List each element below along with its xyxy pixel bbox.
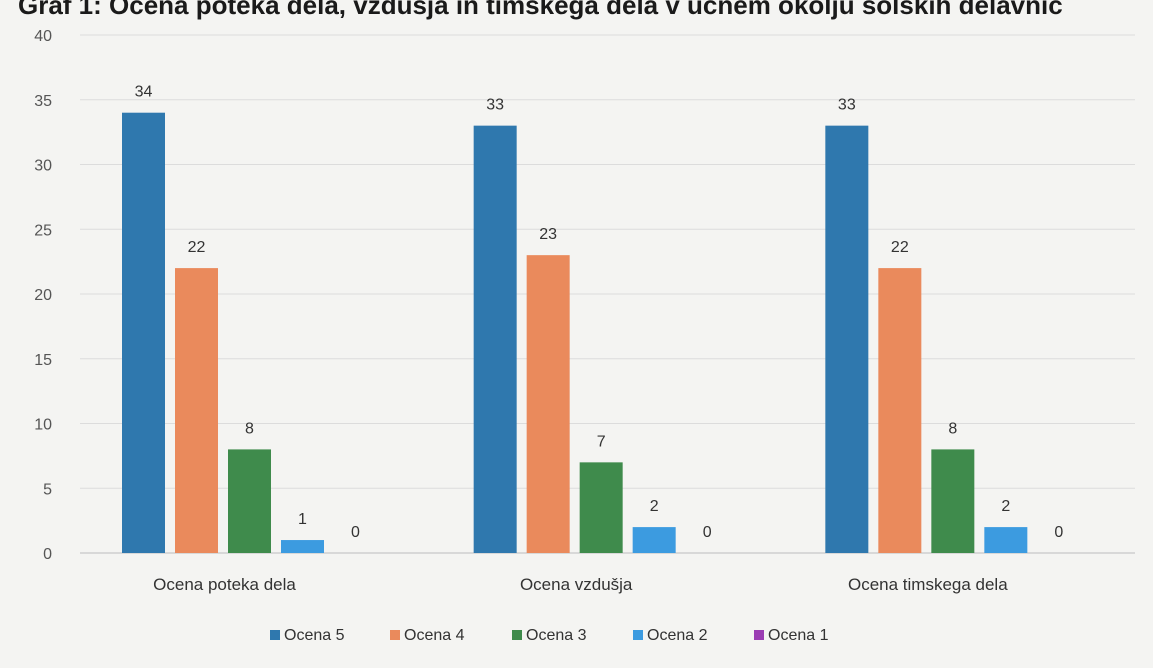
y-tick-label-25: 25: [34, 222, 52, 239]
x-category-label: Ocena timskega dela: [848, 575, 1008, 594]
bar-3-ocena-2: [984, 527, 1028, 553]
legend-swatch-ocena-3: [512, 630, 522, 640]
legend-label: Ocena 1: [768, 627, 829, 644]
x-category-label: Ocena vzdušja: [520, 575, 633, 594]
bar-3-ocena-3: [931, 449, 975, 553]
data-label: 2: [1001, 498, 1010, 515]
bar-2-ocena-5: [473, 125, 517, 554]
bar-2-ocena-4: [526, 255, 570, 553]
y-tick-label-10: 10: [34, 417, 52, 434]
bar-2-ocena-2: [632, 527, 676, 553]
legend-swatch-ocena-2: [633, 630, 643, 640]
legend-label: Ocena 3: [526, 627, 587, 644]
bar-1-ocena-5: [122, 112, 165, 553]
y-tick-label-5: 5: [43, 481, 52, 498]
data-label: 1: [298, 511, 307, 528]
chart-title: Graf 1: Ocena poteka dela, vzdušja in ti…: [18, 0, 1063, 20]
data-label: 34: [135, 84, 153, 101]
data-label: 0: [703, 524, 712, 541]
bar-1-ocena-4: [175, 268, 218, 553]
data-label: 0: [1054, 524, 1063, 541]
data-label: 33: [486, 97, 504, 114]
data-label: 23: [539, 226, 557, 243]
bar-3-ocena-5: [825, 125, 869, 554]
bar-1-ocena-2: [281, 540, 324, 553]
bar-3-ocena-4: [878, 268, 922, 553]
bar-1-ocena-3: [228, 449, 271, 553]
x-category-label: Ocena poteka dela: [153, 575, 296, 594]
y-tick-label-15: 15: [34, 352, 52, 369]
y-tick-label-30: 30: [34, 158, 52, 175]
data-label: 2: [650, 498, 659, 515]
legend-swatch-ocena-1: [754, 630, 764, 640]
y-tick-label-0: 0: [43, 546, 52, 563]
data-label: 8: [948, 420, 957, 437]
y-tick-label-35: 35: [34, 93, 52, 110]
data-label: 22: [891, 239, 909, 256]
y-tick-label-40: 40: [34, 28, 52, 45]
legend-label: Ocena 4: [404, 627, 465, 644]
legend-swatch-ocena-4: [390, 630, 400, 640]
data-label: 33: [838, 97, 856, 114]
legend-label: Ocena 5: [284, 627, 345, 644]
bar-2-ocena-3: [579, 462, 623, 553]
data-label: 7: [597, 433, 606, 450]
legend-swatch-ocena-5: [270, 630, 280, 640]
data-label: 22: [188, 239, 206, 256]
legend-label: Ocena 2: [647, 627, 708, 644]
y-tick-label-20: 20: [34, 287, 52, 304]
data-label: 8: [245, 420, 254, 437]
data-label: 0: [351, 524, 360, 541]
